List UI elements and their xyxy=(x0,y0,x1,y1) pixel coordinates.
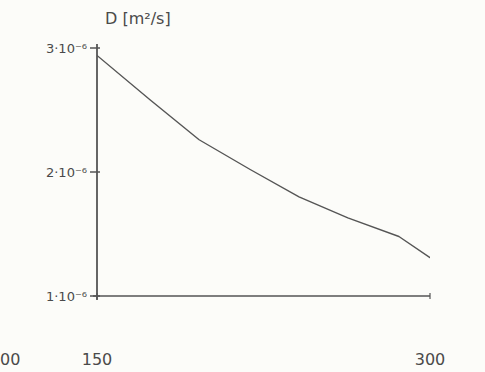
y-tick xyxy=(90,47,100,49)
x-tick-label: 300 xyxy=(415,350,446,369)
plot-area xyxy=(97,55,430,257)
y-tick-label: 1·10⁻⁶ xyxy=(46,289,87,304)
x-axis xyxy=(93,295,430,297)
annotation: 00 xyxy=(0,350,20,369)
x-tick xyxy=(96,293,97,299)
y-tick xyxy=(90,295,100,297)
y-axis-label: D [m²/s] xyxy=(105,9,171,28)
y-tick-label: 3·10⁻⁶ xyxy=(46,41,87,56)
x-tick-label: 150 xyxy=(82,350,113,369)
chart: 1·10⁻⁶ 2·10⁻⁶ 3·10⁻⁶ 150 300 D [m²/s] 00 xyxy=(0,0,485,372)
y-tick xyxy=(90,171,100,173)
y-tick-label: 2·10⁻⁶ xyxy=(46,165,87,180)
line xyxy=(97,55,430,257)
x-tick xyxy=(429,293,430,299)
